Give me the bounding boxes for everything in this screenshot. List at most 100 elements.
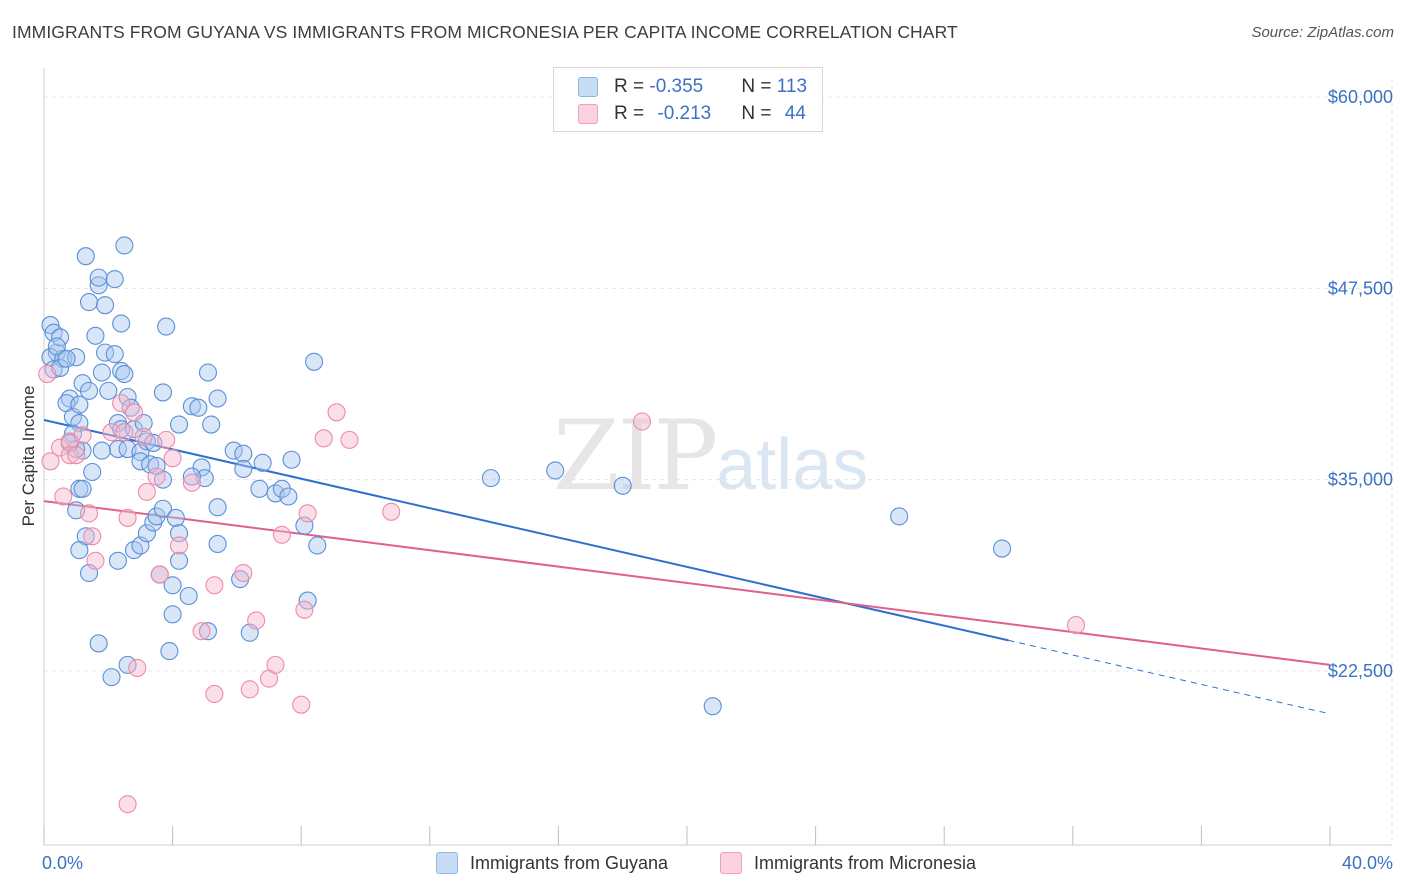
guyana-point (83, 462, 102, 482)
micronesia-point (54, 487, 73, 506)
guyana-point (105, 270, 124, 289)
micronesia-trend-line (43, 500, 1331, 666)
guyana-point (192, 458, 211, 477)
micronesia-point (382, 502, 401, 521)
legend-r-label: R = (614, 103, 650, 124)
x-tick-label: 40.0% (1342, 853, 1393, 873)
guyana-point (112, 314, 131, 333)
micronesia-point (118, 795, 137, 814)
micronesia-point (298, 504, 317, 523)
micronesia-point (169, 536, 189, 555)
guyana-point (57, 349, 76, 368)
guyana-point (308, 536, 327, 555)
micronesia-point (73, 426, 92, 445)
y-tick-label: $47,500 (1328, 278, 1393, 298)
guyana-point (198, 363, 218, 382)
guyana-point (169, 415, 189, 434)
axis-labels: $22,500 $35,000 $47,500 $60,000 0.0% 40.0% Per… (19, 87, 1393, 873)
guyana-point (79, 293, 99, 312)
y-tick-label: $60,000 (1328, 87, 1393, 107)
guyana-point (224, 441, 243, 460)
guyana-point (481, 469, 500, 488)
micronesia-point (266, 655, 285, 674)
micronesia-point (240, 680, 259, 699)
guyana-point (124, 541, 144, 560)
guyana-point (163, 576, 182, 595)
guyana-point (47, 337, 66, 356)
guyana-point (160, 642, 179, 661)
guyana-point (198, 622, 218, 641)
trend-lines (43, 418, 1331, 715)
legend-r-label: R = (614, 76, 650, 97)
guyana-point (703, 697, 722, 716)
micronesia-point (41, 452, 60, 471)
y-axis-title: Per Capita Income (19, 386, 38, 527)
guyana-point (73, 374, 92, 393)
correlation-legend: R = -0.355 N = 113 R = -0.213 N = 44 (553, 67, 823, 132)
guyana-point (67, 348, 86, 367)
legend-swatch-guyana (578, 77, 598, 97)
guyana-point (76, 247, 95, 266)
guyana-trend-line (43, 418, 1009, 642)
micronesia-point (182, 473, 201, 492)
bottom-legend-micronesia: Immigrants from Micronesia (720, 852, 976, 874)
guyana-point (163, 605, 182, 624)
micronesia-point (60, 446, 79, 465)
micronesia-point (157, 430, 176, 449)
guyana-point (182, 397, 201, 416)
guyana-point (253, 453, 272, 472)
bottom-swatch-guyana (436, 852, 458, 874)
guyana-point (208, 534, 227, 553)
guyana-point (613, 476, 632, 495)
legend-n-value: 44 (784, 103, 806, 124)
guyana-point (73, 479, 92, 498)
micronesia-point (205, 684, 224, 703)
guyana-point (208, 498, 227, 517)
guyana-point (108, 439, 127, 459)
guyana-point (118, 655, 137, 674)
micronesia-point (67, 446, 86, 465)
guyana-point (115, 364, 134, 384)
micronesia-point (137, 482, 156, 501)
guyana-point (115, 236, 134, 255)
guyana-point (137, 524, 156, 543)
legend-swatch-micronesia (578, 104, 598, 124)
guyana-point (202, 415, 221, 434)
guyana-point (79, 381, 99, 400)
guyana-point (153, 499, 173, 518)
micronesia-point (147, 467, 166, 486)
micronesia-point (163, 449, 182, 468)
legend-row-guyana: R = -0.355 N = 113 (578, 74, 807, 100)
guyana-point (208, 389, 227, 408)
guyana-point (70, 395, 89, 414)
guyana-point (89, 276, 108, 295)
guyana-point (70, 541, 89, 560)
guyana-trend-line-extension (1008, 639, 1331, 715)
micronesia-point (150, 565, 169, 584)
guyana-point (86, 326, 105, 345)
guyana-point (108, 551, 127, 570)
guyana-point (112, 420, 131, 439)
micronesia-point (86, 551, 105, 570)
guyana-point (282, 450, 301, 469)
micronesia-point (632, 412, 652, 431)
guyana-point (92, 441, 111, 460)
micronesia-point (51, 438, 70, 457)
watermark-zip: ZIP (553, 400, 718, 512)
guyana-point (153, 383, 173, 402)
legend-row-micronesia: R = -0.213 N = 44 (578, 101, 806, 127)
legend-n-label: N = (741, 103, 777, 124)
guyana-point (102, 668, 121, 687)
guyana-point (189, 398, 208, 417)
y-tick-label: $35,000 (1328, 470, 1393, 490)
micronesia-point (192, 622, 211, 641)
guyana-point (279, 487, 298, 506)
legend-n-value: 113 (776, 76, 808, 97)
guyana-point (89, 634, 108, 653)
guyana-point (169, 551, 189, 570)
micronesia-point (327, 403, 346, 422)
guyana-point (182, 467, 201, 486)
micronesia-point (205, 576, 224, 595)
legend-n-label: N = (741, 76, 777, 97)
